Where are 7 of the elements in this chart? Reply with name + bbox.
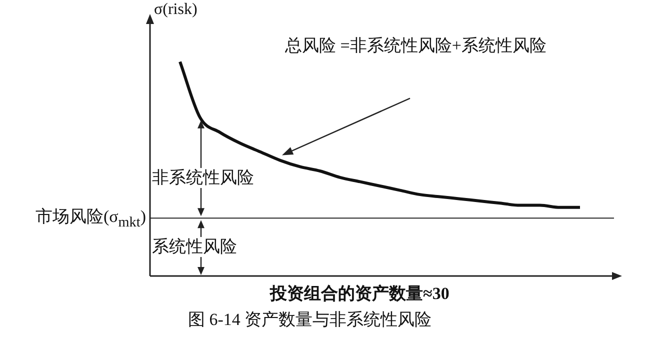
annotation: 非系统性风险 (152, 168, 254, 188)
y-axis-title: σ(risk) (154, 0, 198, 20)
text: 总风险 =非系统性风险+系统性风险 (285, 36, 546, 56)
ref-line-label: 市场风险(σ$_{mkt}$) (35, 207, 146, 233)
text: 图 6-14 资产数量与非系统性风险 (188, 310, 432, 330)
annotation: 系统性风险 (152, 237, 237, 258)
x-axis-title: 投资组合的资产数量≈30 (270, 284, 450, 304)
